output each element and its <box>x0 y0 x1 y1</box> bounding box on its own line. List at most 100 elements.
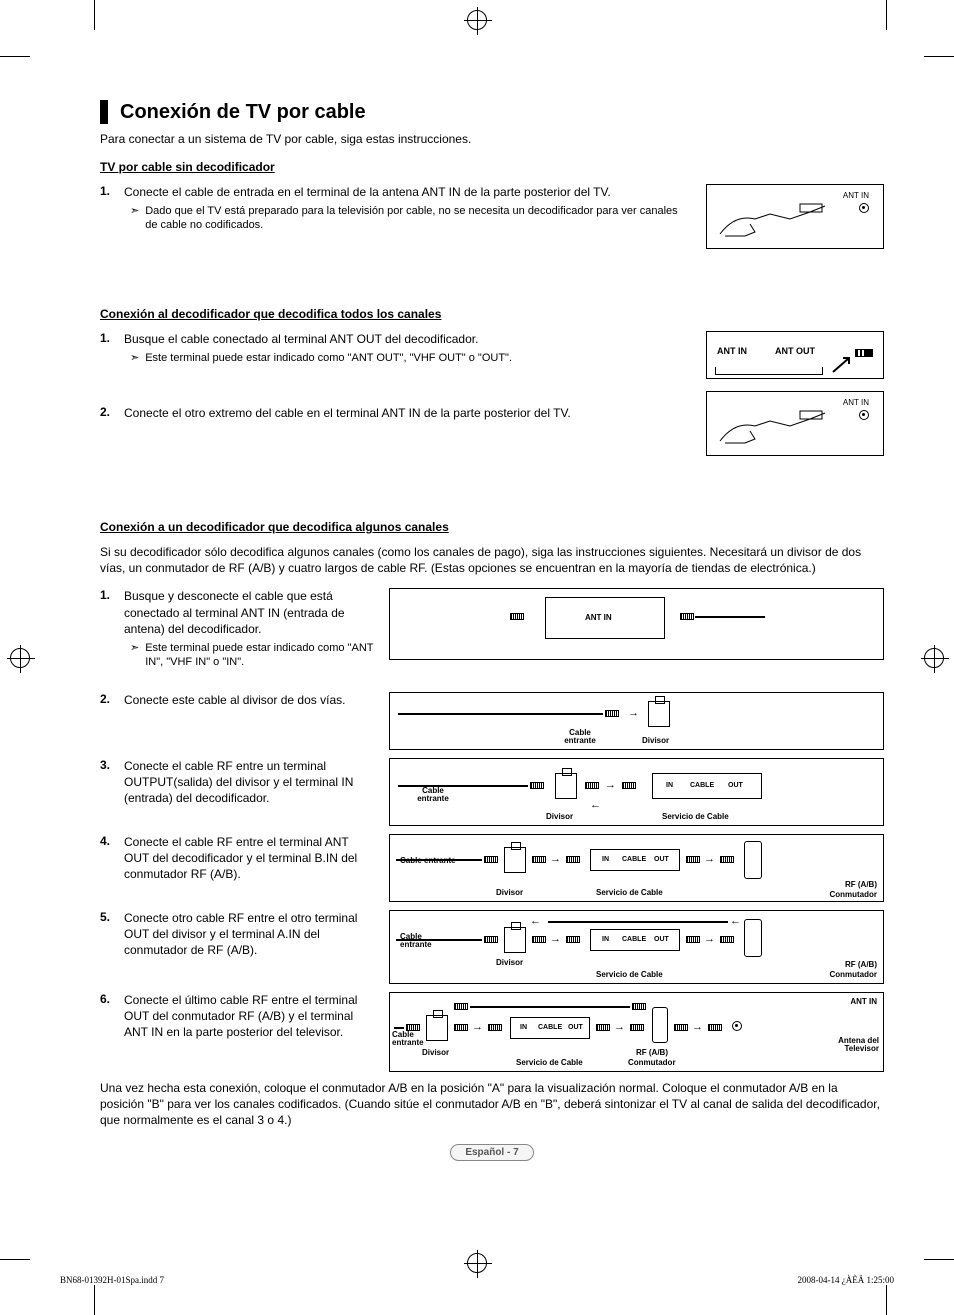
connector-icon <box>630 1024 644 1031</box>
cable-label: CABLE <box>538 1024 562 1031</box>
in-label: IN <box>602 936 609 943</box>
diagram-label: ANT IN <box>843 191 869 200</box>
conmutador-label: Conmutador <box>628 1058 676 1067</box>
arrow-icon: → <box>704 933 715 945</box>
connector-icon <box>720 936 734 943</box>
step-text: Busque el cable conectado al terminal AN… <box>124 332 478 346</box>
title-accent-bar <box>100 100 108 124</box>
divisor-label: Divisor <box>496 888 523 897</box>
sec2-step1: 1. Busque el cable conectado al terminal… <box>100 331 688 365</box>
page-number-pill: Español - 7 <box>450 1144 533 1161</box>
in-label: IN <box>602 856 609 863</box>
page-content: Conexión de TV por cable Para conectar a… <box>100 70 884 1245</box>
arrow-icon: → <box>605 779 616 791</box>
connector-icon <box>674 1024 688 1031</box>
note-icon: ➣ <box>130 641 139 670</box>
sec3-step6: 6. Conecte el último cable RF entre el t… <box>100 992 375 1041</box>
arrow-icon: → <box>628 707 639 719</box>
connector-icon <box>605 710 619 717</box>
out-label: OUT <box>654 856 669 863</box>
connector-icon <box>632 1003 646 1010</box>
cable-label: CABLE <box>622 936 646 943</box>
plug-icon <box>859 203 869 213</box>
connector-icon <box>484 936 498 943</box>
indd-timestamp: 2008-04-14 ¿ÀÈÄ 1:25:00 <box>798 1275 895 1285</box>
divisor-label: Divisor <box>546 812 573 821</box>
sec3-step1: 1. Busque y desconecte el cable que está… <box>100 588 375 669</box>
connector-icon <box>708 1024 722 1031</box>
cable-entrante-label: Cable entrante <box>408 787 458 803</box>
intro-text: Para conectar a un sistema de TV por cab… <box>100 132 884 146</box>
splitter-icon <box>555 773 577 799</box>
sec2-decoder-box: ANT IN ANT OUT <box>706 331 884 379</box>
arrow-icon: ← <box>530 915 541 927</box>
step-text: Conecte otro cable RF entre el otro term… <box>124 911 357 957</box>
arrow-icon: → <box>550 933 561 945</box>
connector-icon <box>510 613 524 620</box>
cable-entrante-label: Cable entrante <box>555 729 605 745</box>
connector-icon <box>566 856 580 863</box>
sec3-intro: Si su decodificador sólo decodifica algu… <box>100 544 884 576</box>
cable-entrante-label: Cable entrante <box>392 1031 434 1047</box>
step-number: 2. <box>100 692 114 708</box>
splitter-icon <box>648 701 670 727</box>
step-text: Conecte el último cable RF entre el term… <box>124 993 357 1039</box>
note-icon: ➣ <box>130 204 139 233</box>
indesign-footer: BN68-01392H-01Spa.indd 7 2008-04-14 ¿ÀÈÄ… <box>60 1275 894 1285</box>
diagram-label: ANT IN <box>843 398 869 407</box>
connector-icon <box>488 1024 502 1031</box>
sec3-diagram-6: → IN CABLE OUT → → ANT IN Cable en <box>389 992 884 1072</box>
connector-icon <box>622 782 636 789</box>
step-text: Conecte este cable al divisor de dos vía… <box>124 693 345 707</box>
page-footer: Español - 7 <box>100 1144 884 1161</box>
connector-icon <box>454 1003 468 1010</box>
sec2-hand-diagram: ANT IN <box>706 391 884 456</box>
step-number: 3. <box>100 758 114 807</box>
section-title: Conexión de TV por cable <box>100 100 884 124</box>
divisor-label: Divisor <box>642 736 669 745</box>
sec3-closing: Una vez hecha esta conexión, coloque el … <box>100 1080 884 1129</box>
step-number: 4. <box>100 834 114 883</box>
arrow-icon: ← <box>590 799 601 811</box>
arrow-icon: → <box>614 1021 625 1033</box>
arrow-icon: → <box>472 1021 483 1033</box>
connector-icon <box>530 782 544 789</box>
sec3-step4: 4. Conecte el cable RF entre el terminal… <box>100 834 375 883</box>
note-text: Dado que el TV está preparado para la te… <box>145 204 688 233</box>
step-number: 6. <box>100 992 114 1041</box>
sec1-heading: TV por cable sin decodificador <box>100 160 884 174</box>
ant-in-label: ANT IN <box>850 997 877 1006</box>
connector-icon <box>484 856 498 863</box>
hand-icon <box>715 194 835 244</box>
arrow-icon <box>831 356 861 374</box>
sec3-diagram-4: → IN CABLE OUT → Cable entrante Divisor … <box>389 834 884 902</box>
connector-icon <box>532 856 546 863</box>
connector-icon <box>720 856 734 863</box>
connector-icon <box>454 1024 468 1031</box>
cable-entrante-label: Cable entrante <box>400 856 456 865</box>
note-text: Este terminal puede estar indicado como … <box>145 351 512 365</box>
arrow-icon: ← <box>730 915 741 927</box>
step-text: Conecte el cable de entrada en el termin… <box>124 185 611 199</box>
antena-tv-label: Antena del Televisor <box>831 1037 879 1053</box>
sec3-step3: 3. Conecte el cable RF entre un terminal… <box>100 758 375 807</box>
note-text: Este terminal puede estar indicado como … <box>145 641 375 670</box>
step-number: 2. <box>100 405 114 421</box>
step-number: 1. <box>100 331 114 365</box>
sec3-diagram-2: → Cable entrante Divisor <box>389 692 884 750</box>
step-text: Conecte el cable RF entre un terminal OU… <box>124 759 353 805</box>
splitter-icon <box>504 847 526 873</box>
step-text: Conecte el cable RF entre el terminal AN… <box>124 835 357 881</box>
conmutador-label: Conmutador <box>829 970 877 979</box>
note-icon: ➣ <box>130 351 139 365</box>
sec1-diagram: ANT IN <box>706 184 884 249</box>
plug-icon <box>859 410 869 420</box>
page-title: Conexión de TV por cable <box>120 101 366 124</box>
connector-icon <box>596 1024 610 1031</box>
plug-icon <box>732 1021 742 1031</box>
connector-icon <box>532 936 546 943</box>
divisor-label: Divisor <box>496 958 523 967</box>
servicio-cable-label: Servicio de Cable <box>596 970 663 979</box>
connector-icon <box>686 856 700 863</box>
servicio-cable-label: Servicio de Cable <box>662 812 729 821</box>
